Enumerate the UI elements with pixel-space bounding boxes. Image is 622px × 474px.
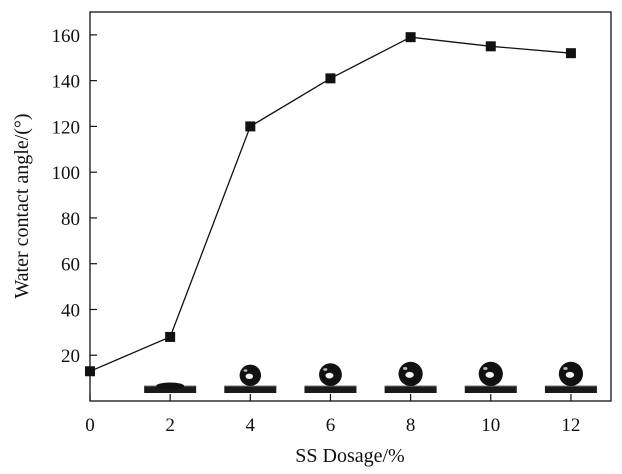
- x-axis-label: SS Dosage/%: [295, 445, 404, 467]
- x-axis: 0 2 4 6 8 10 12: [85, 394, 580, 436]
- y-tick-label: 20: [61, 346, 80, 367]
- x-tick-label: 10: [481, 415, 500, 436]
- y-tick-label: 60: [61, 255, 80, 276]
- y-axis: 20 40 60 80 100 120 140 160: [52, 26, 97, 367]
- y-tick-label: 120: [52, 117, 81, 138]
- y-tick-label: 100: [52, 163, 81, 184]
- data-point: [325, 73, 336, 84]
- data-point: [485, 41, 496, 52]
- y-tick-label: 40: [61, 300, 80, 321]
- droplet-image: [544, 361, 597, 393]
- y-tick-label: 160: [52, 26, 81, 47]
- data-markers: [85, 32, 576, 377]
- plot-frame: [89, 11, 612, 402]
- droplet-image: [224, 364, 277, 393]
- x-tick-label: 6: [326, 415, 336, 436]
- droplet-insets: [144, 361, 597, 393]
- x-tick-label: 4: [246, 415, 256, 436]
- data-point: [165, 331, 176, 342]
- data-point: [85, 366, 95, 377]
- x-tick-label: 2: [165, 415, 175, 436]
- droplet-image: [464, 361, 517, 393]
- droplet-image: [384, 361, 437, 393]
- x-tick-label: 12: [561, 415, 580, 436]
- y-tick-label: 80: [61, 209, 80, 230]
- series-line: [89, 36, 571, 372]
- data-point: [405, 32, 416, 43]
- data-point: [565, 48, 576, 59]
- data-point: [245, 121, 256, 132]
- x-tick-label: 8: [406, 415, 416, 436]
- droplet-image: [304, 363, 357, 393]
- x-tick-label: 0: [85, 415, 95, 436]
- droplet-image: [144, 382, 197, 393]
- y-axis-label: Water contact angle/(°): [11, 113, 33, 298]
- y-tick-label: 140: [52, 72, 81, 93]
